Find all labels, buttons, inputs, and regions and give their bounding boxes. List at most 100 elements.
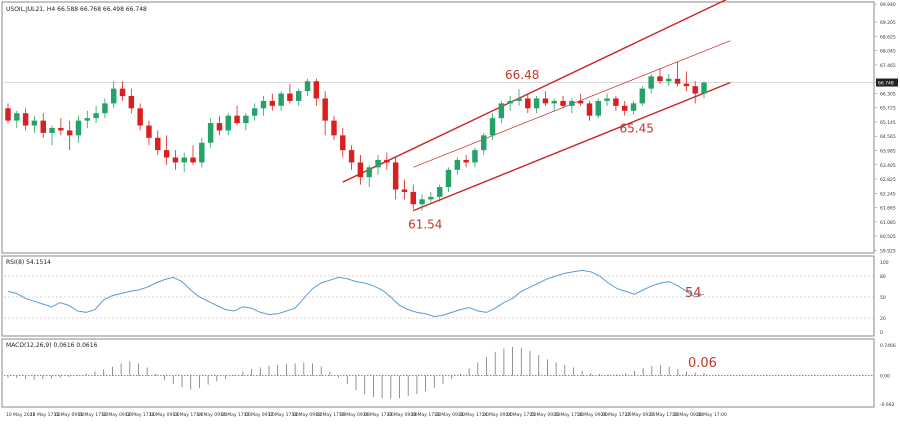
candle-body (225, 115, 231, 131)
candle-body (234, 115, 240, 124)
candle-body (551, 100, 557, 104)
candle-body (128, 96, 135, 109)
candle-body (401, 189, 408, 192)
candle-body (577, 100, 584, 104)
time-tick-label: 25 May 09:00 (529, 412, 560, 418)
rsi-value-annotation: 54 (685, 286, 702, 301)
current-price-tag (876, 78, 898, 87)
macd-panel-title: MACD(12,26,9) 0.0616 0.0616 (6, 342, 98, 349)
time-tick-label: 13 May 17:00 (173, 412, 204, 418)
price-panel-frame (1, 1, 875, 254)
time-tick-label: 21 May 17:00 (458, 412, 489, 418)
candle-body (348, 150, 355, 163)
candle-body (340, 135, 346, 151)
price-tick-label: 62.825 (880, 177, 896, 183)
time-tick-label: 24 May 09:00 (482, 412, 513, 418)
price-tick-label: 59.925 (880, 248, 896, 254)
candle-body (304, 81, 311, 92)
candle-body (657, 76, 663, 82)
candle-body (489, 118, 496, 136)
time-tick-label: 26 May 09:00 (577, 412, 608, 418)
candle-body (296, 91, 302, 101)
rsi-tick-label: 100 (880, 260, 889, 266)
candle-body (31, 120, 38, 126)
price-tick-label: 64.565 (880, 134, 896, 140)
candle-body (410, 191, 416, 205)
time-tick-label: 11 May 17:00 (77, 412, 108, 418)
candle-body (472, 150, 478, 163)
candle-body (260, 100, 267, 109)
candle-body (666, 78, 672, 82)
time-tick-label: 18 May 17:00 (315, 412, 346, 418)
candle-body (93, 113, 99, 119)
time-tick-label: 10 May 17:00 (30, 412, 61, 418)
rsi-tick-label: 0 (880, 330, 883, 336)
macd-tick-label: 0.00 (880, 374, 890, 380)
candle-body (181, 157, 187, 163)
rsi-tick-label: 80 (880, 274, 886, 280)
rsi-panel-title: RSI(8) 54.1514 (6, 259, 51, 266)
candle-body (586, 103, 593, 116)
candle-body (155, 137, 161, 151)
time-tick-label: 18 May 09:00 (292, 412, 323, 418)
time-tick-label: 14 May 17:00 (220, 412, 251, 418)
candle-body (525, 98, 531, 109)
candle-body (436, 187, 443, 197)
time-tick-label: 20 May 09:00 (387, 412, 418, 418)
candle-body (5, 108, 11, 121)
candle-body (287, 93, 293, 101)
time-tick-label: 17 May 09:00 (244, 412, 275, 418)
candle-body (366, 167, 372, 178)
time-tick-label: 13 May 09:00 (149, 412, 180, 418)
candle-body (190, 157, 196, 163)
price-tick-label: 65.725 (880, 106, 896, 112)
time-tick-label: 12 May 09:00 (101, 412, 132, 418)
candle-body (392, 162, 399, 190)
time-tick-label: 17 May 17:00 (268, 412, 299, 418)
candle-body (207, 123, 214, 143)
candle-body (137, 108, 143, 126)
candle-body (58, 127, 64, 131)
candle-body (692, 86, 698, 94)
candle-body (216, 123, 223, 131)
candle-body (533, 98, 540, 109)
candle-body (375, 159, 381, 168)
candle-body (481, 135, 487, 151)
price-tick-label: 69.205 (880, 20, 896, 26)
rsi-panel-frame (1, 255, 875, 337)
price-tick-label: 61.085 (880, 220, 896, 226)
time-tick-label: 28 May 17:00 (696, 412, 727, 418)
time-tick-label: 11 May 09:00 (54, 412, 85, 418)
macd-tick-label: 0.7466 (880, 343, 896, 349)
candle-body (701, 82, 707, 94)
time-tick-label: 21 May 09:00 (434, 412, 465, 418)
candle-body (560, 100, 566, 106)
candle-body (251, 108, 258, 116)
candle-body (75, 120, 82, 136)
candle-body (463, 159, 469, 163)
price-tick-label: 62.245 (880, 191, 896, 197)
candle-body (14, 113, 20, 121)
candle-body (66, 130, 73, 136)
price-tick-label: 61.665 (880, 206, 896, 212)
price-tick-label: 67.465 (880, 63, 896, 69)
candle-body (146, 125, 152, 138)
time-tick-label: 27 May 09:00 (625, 412, 656, 418)
time-tick-label: 14 May 09:00 (196, 412, 227, 418)
candle-body (630, 103, 637, 111)
candle-body (454, 159, 461, 170)
candle-body (269, 100, 276, 106)
candle-body (331, 120, 337, 136)
candle-body (119, 88, 126, 97)
candle-body (419, 199, 425, 205)
candle-body (357, 162, 364, 178)
macd-tick-label: -0.692 (880, 402, 895, 408)
candle-body (243, 115, 249, 124)
candle-body (674, 78, 681, 84)
price-tick-label: 66.305 (880, 91, 896, 97)
candle-body (507, 100, 513, 104)
price-tick-label: 68.045 (880, 49, 896, 55)
current-price-label: 66.748 (878, 81, 894, 87)
